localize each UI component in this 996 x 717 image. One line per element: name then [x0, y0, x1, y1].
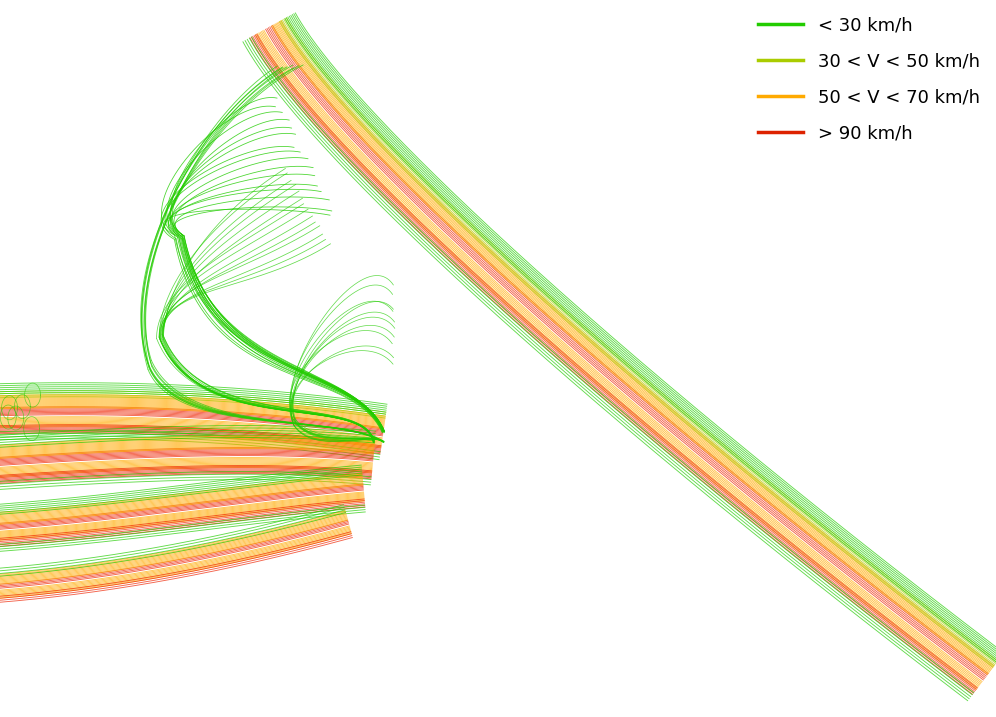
Legend: < 30 km/h, 30 < V < 50 km/h, 50 < V < 70 km/h, > 90 km/h: < 30 km/h, 30 < V < 50 km/h, 50 < V < 70… — [751, 9, 987, 150]
